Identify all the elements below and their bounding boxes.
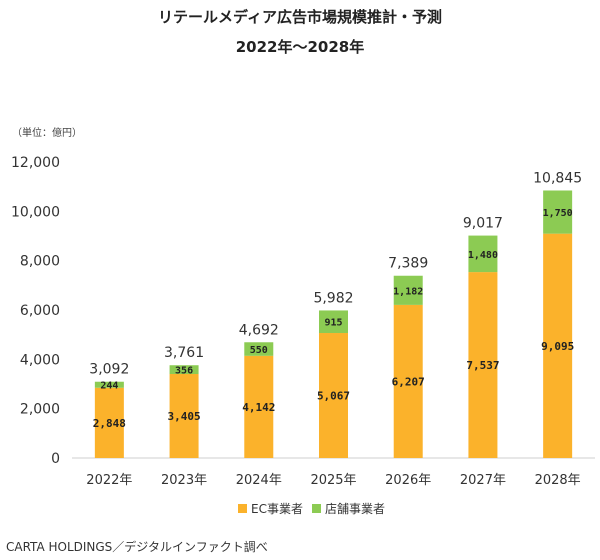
data-label-store: 1,480: [468, 250, 498, 261]
legend-label-store: 店舗事業者: [325, 502, 385, 516]
data-label-ec: 4,142: [242, 401, 275, 414]
data-label-store: 1,182: [393, 286, 423, 297]
x-tick-label: 2028年: [535, 473, 581, 488]
chart-title: リテールメディア広告市場規模推計・予測: [158, 8, 442, 26]
legend-label-ec: EC事業者: [251, 502, 303, 516]
data-label-store: 244: [100, 381, 118, 392]
y-tick-label: 4,000: [20, 352, 60, 368]
data-label-ec: 7,537: [466, 359, 499, 372]
x-tick-label: 2023年: [161, 473, 207, 488]
y-tick-label: 6,000: [20, 303, 60, 319]
data-label-store: 356: [175, 366, 193, 377]
x-tick-label: 2022年: [86, 473, 132, 488]
bar-ec: [169, 374, 199, 458]
bar-ec: [319, 333, 348, 458]
data-label-store: 550: [250, 345, 268, 356]
total-label: 10,845: [533, 170, 582, 186]
x-tick-label: 2024年: [236, 473, 282, 488]
bar-store: [319, 310, 348, 334]
data-label-ec: 5,067: [317, 390, 350, 403]
x-tick-label: 2025年: [310, 473, 356, 488]
data-label-ec: 9,095: [541, 340, 574, 353]
bar-ec: [393, 304, 423, 458]
x-tick-label: 2026年: [385, 473, 431, 488]
bar-ec: [468, 272, 498, 458]
bar-store: [94, 381, 124, 388]
data-label-ec: 2,848: [93, 417, 126, 430]
y-tick-label: 2,000: [20, 402, 60, 418]
bar-store: [169, 365, 199, 375]
bar-ec: [94, 387, 124, 458]
legend-swatch-store: [312, 504, 321, 513]
total-label: 7,389: [388, 256, 428, 272]
y-tick-label: 8,000: [20, 254, 60, 270]
y-tick-label: 0: [51, 451, 60, 467]
data-label-ec: 3,405: [168, 410, 201, 423]
y-tick-label: 12,000: [11, 155, 60, 171]
bar-store: [244, 342, 274, 356]
total-label: 3,092: [89, 362, 129, 378]
legend-swatch-ec: [238, 504, 247, 513]
bar-store: [468, 235, 498, 273]
chart-subtitle: 2022年〜2028年: [235, 38, 365, 56]
y-tick-label: 10,000: [11, 204, 60, 220]
data-label-store: 915: [324, 318, 342, 329]
bar-store: [543, 190, 573, 234]
total-label: 3,761: [164, 345, 204, 361]
source-note: CARTA HOLDINGS／デジタルインファクト調べ: [6, 540, 268, 554]
total-label: 9,017: [463, 216, 503, 232]
bar-store: [393, 275, 423, 305]
x-tick-label: 2027年: [460, 473, 506, 488]
total-label: 4,692: [239, 322, 279, 338]
data-label-store: 1,750: [543, 208, 573, 219]
unit-label: （単位：億円）: [12, 126, 82, 139]
total-label: 5,982: [313, 290, 353, 306]
bar-ec: [244, 355, 274, 458]
data-label-ec: 6,207: [392, 375, 425, 388]
bar-ec: [543, 233, 573, 458]
